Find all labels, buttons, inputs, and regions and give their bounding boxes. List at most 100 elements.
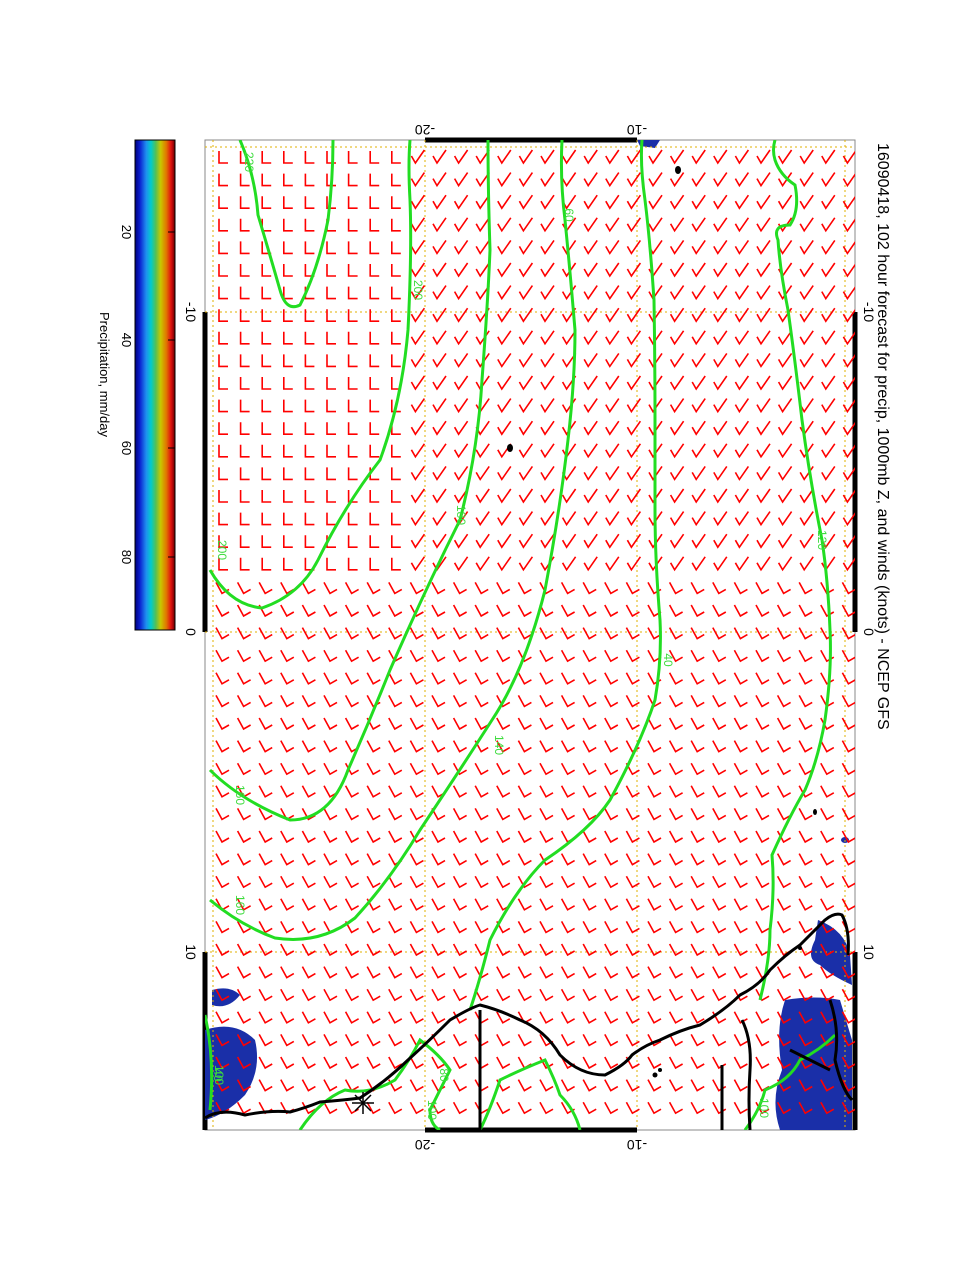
wind-barb: [388, 830, 403, 844]
wind-barb: [304, 331, 315, 345]
wind-barb: [452, 1079, 467, 1092]
wind-barb: [344, 582, 359, 595]
wind-barb: [668, 1101, 683, 1115]
wind-barb: [776, 1056, 791, 1070]
wind-barb: [496, 695, 511, 708]
wind-barb: [347, 490, 358, 503]
wind-barb: [283, 399, 293, 413]
wind-barb: [388, 1011, 403, 1024]
wind-barb: [261, 173, 272, 187]
wind-barb: [820, 740, 835, 753]
wind-barb: [605, 352, 620, 368]
wind-barb: [841, 740, 855, 753]
wind-barb: [798, 853, 813, 866]
wind-barb: [283, 309, 293, 322]
wind-barb: [582, 604, 597, 618]
wind-barb: [733, 672, 748, 685]
wind-barb: [755, 582, 770, 595]
wind-barb: [798, 627, 813, 640]
wind-barb: [560, 966, 575, 979]
wind-barb: [691, 307, 706, 323]
wind-barb: [582, 785, 597, 798]
wind-barb: [604, 808, 619, 821]
wind-barb: [517, 808, 532, 821]
wind-barb: [215, 853, 230, 866]
wind-barb: [431, 921, 446, 934]
wind-barb: [733, 762, 748, 776]
wind-barb: [690, 1056, 705, 1070]
wind-barb: [626, 149, 642, 165]
wind-barb: [218, 173, 228, 187]
wind-barb: [647, 740, 662, 753]
wind-barb: [820, 1034, 835, 1047]
wind-barb: [734, 488, 750, 504]
axis-tick-right: 0: [861, 628, 877, 636]
wind-barb: [344, 988, 359, 1002]
wind-barb: [842, 467, 855, 481]
wind-barb: [626, 330, 642, 346]
wind-barb: [391, 286, 401, 300]
wind-barb: [215, 1011, 230, 1024]
wind-barb: [280, 740, 295, 753]
wind-barb: [691, 465, 706, 481]
wind-barb: [497, 149, 512, 165]
wind-barb: [582, 808, 597, 821]
wind-barb: [388, 943, 403, 957]
wind-barb: [668, 695, 683, 708]
wind-barb: [777, 488, 793, 504]
wind-barb: [347, 286, 358, 300]
wind-barb: [647, 762, 662, 776]
wind-barb: [539, 604, 554, 618]
wind-barb: [560, 1079, 575, 1092]
wind-barb: [326, 331, 336, 345]
wind-barb: [496, 830, 511, 844]
wind-barb: [605, 239, 620, 255]
wind-barb: [474, 762, 489, 776]
wind-barb: [453, 398, 469, 414]
wind-barb: [453, 307, 469, 323]
wind-barb: [344, 762, 359, 776]
wind-barb: [583, 307, 598, 323]
wind-barb: [283, 218, 293, 232]
wind-barb: [776, 695, 791, 708]
wind-barb: [453, 239, 469, 255]
wind-barb: [366, 830, 381, 844]
wind-barb: [323, 582, 338, 595]
wind-barb: [756, 262, 771, 278]
wind-barb: [712, 604, 727, 618]
contour-label: 60: [562, 208, 576, 222]
wind-barb: [625, 582, 640, 595]
wind-barb: [475, 443, 490, 459]
wind-barb: [215, 627, 230, 640]
wind-barb: [452, 717, 467, 731]
wind-barb: [366, 853, 381, 866]
wind-barb: [301, 672, 316, 685]
wind-barb: [668, 1011, 683, 1024]
wind-barb: [604, 1079, 619, 1092]
wind-barb: [236, 898, 251, 911]
wind-barb: [713, 262, 728, 278]
wind-barb: [301, 1079, 316, 1092]
wind-barb: [691, 149, 706, 165]
wind-barb: [690, 672, 705, 685]
wind-barb: [690, 853, 705, 866]
wind-barb: [583, 149, 598, 165]
wind-barb: [561, 149, 577, 165]
wind-barb: [713, 285, 728, 301]
wind-barb: [690, 627, 705, 640]
wind-barb: [301, 762, 316, 776]
wind-barb: [733, 1034, 748, 1047]
wind-barb: [369, 196, 380, 209]
contour-label: 200: [411, 280, 425, 300]
wind-barb: [582, 1079, 597, 1092]
wind-barb: [431, 898, 446, 911]
wind-barb: [799, 556, 814, 572]
wind-barb: [582, 1034, 597, 1047]
wind-barb: [369, 286, 380, 300]
wind-barb: [409, 762, 424, 776]
contour-180: [208, 140, 492, 822]
wind-barb: [821, 307, 836, 323]
wind-barb: [798, 785, 813, 798]
wind-barb: [474, 921, 489, 934]
contour-140: [468, 140, 662, 1011]
